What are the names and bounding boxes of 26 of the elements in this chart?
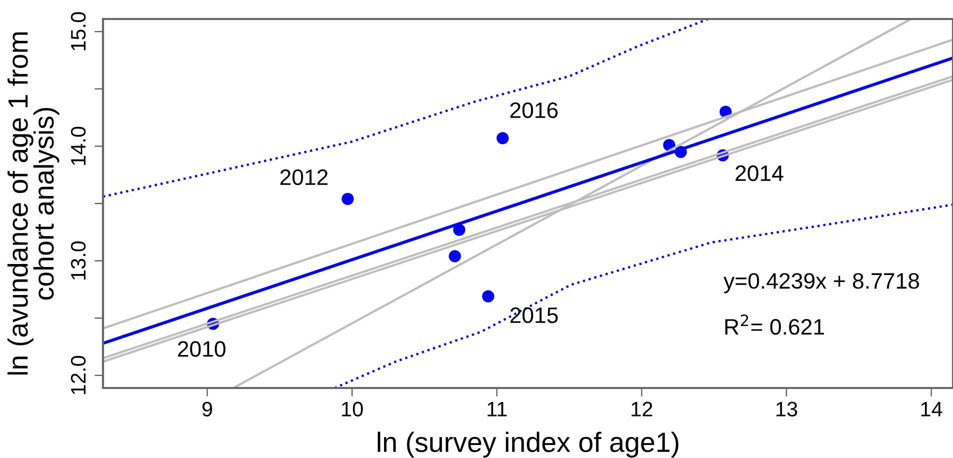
annotation: 2016: [510, 102, 558, 118]
x-tick-label: 11: [488, 402, 507, 416]
annotation: 2010: [178, 341, 226, 357]
x-tick-label: 13: [776, 402, 798, 416]
y-tick-label: 14.0: [70, 126, 86, 165]
y-tick-label: 13.0: [70, 241, 86, 280]
annotation: y=0.4239x + 8.7718: [724, 273, 919, 294]
x-axis-title: ln (survey index of age1): [378, 432, 678, 458]
x-tick-label: 9: [202, 402, 212, 416]
x-tick-label: 10: [342, 402, 363, 416]
annotation: 2012: [280, 169, 328, 186]
y-axis-title: ln (avundance of age 1 from cohort analysis): [7, 32, 60, 375]
line-series: [334, 204, 953, 388]
x-tick-label: 12: [632, 402, 652, 416]
line-series: [103, 19, 710, 198]
annotation: 2015: [510, 307, 558, 324]
x-tick-label: 14: [921, 402, 942, 416]
annotation: 2014: [736, 165, 784, 182]
y-tick-label: 15.0: [70, 12, 86, 50]
point: [482, 290, 494, 302]
point: [453, 224, 466, 236]
point: [496, 132, 509, 144]
point: [342, 192, 354, 205]
annotation: R$^{2}$= 0.621: [725, 314, 824, 335]
y-tick-label: 12.0: [70, 356, 86, 394]
point: [448, 250, 461, 262]
